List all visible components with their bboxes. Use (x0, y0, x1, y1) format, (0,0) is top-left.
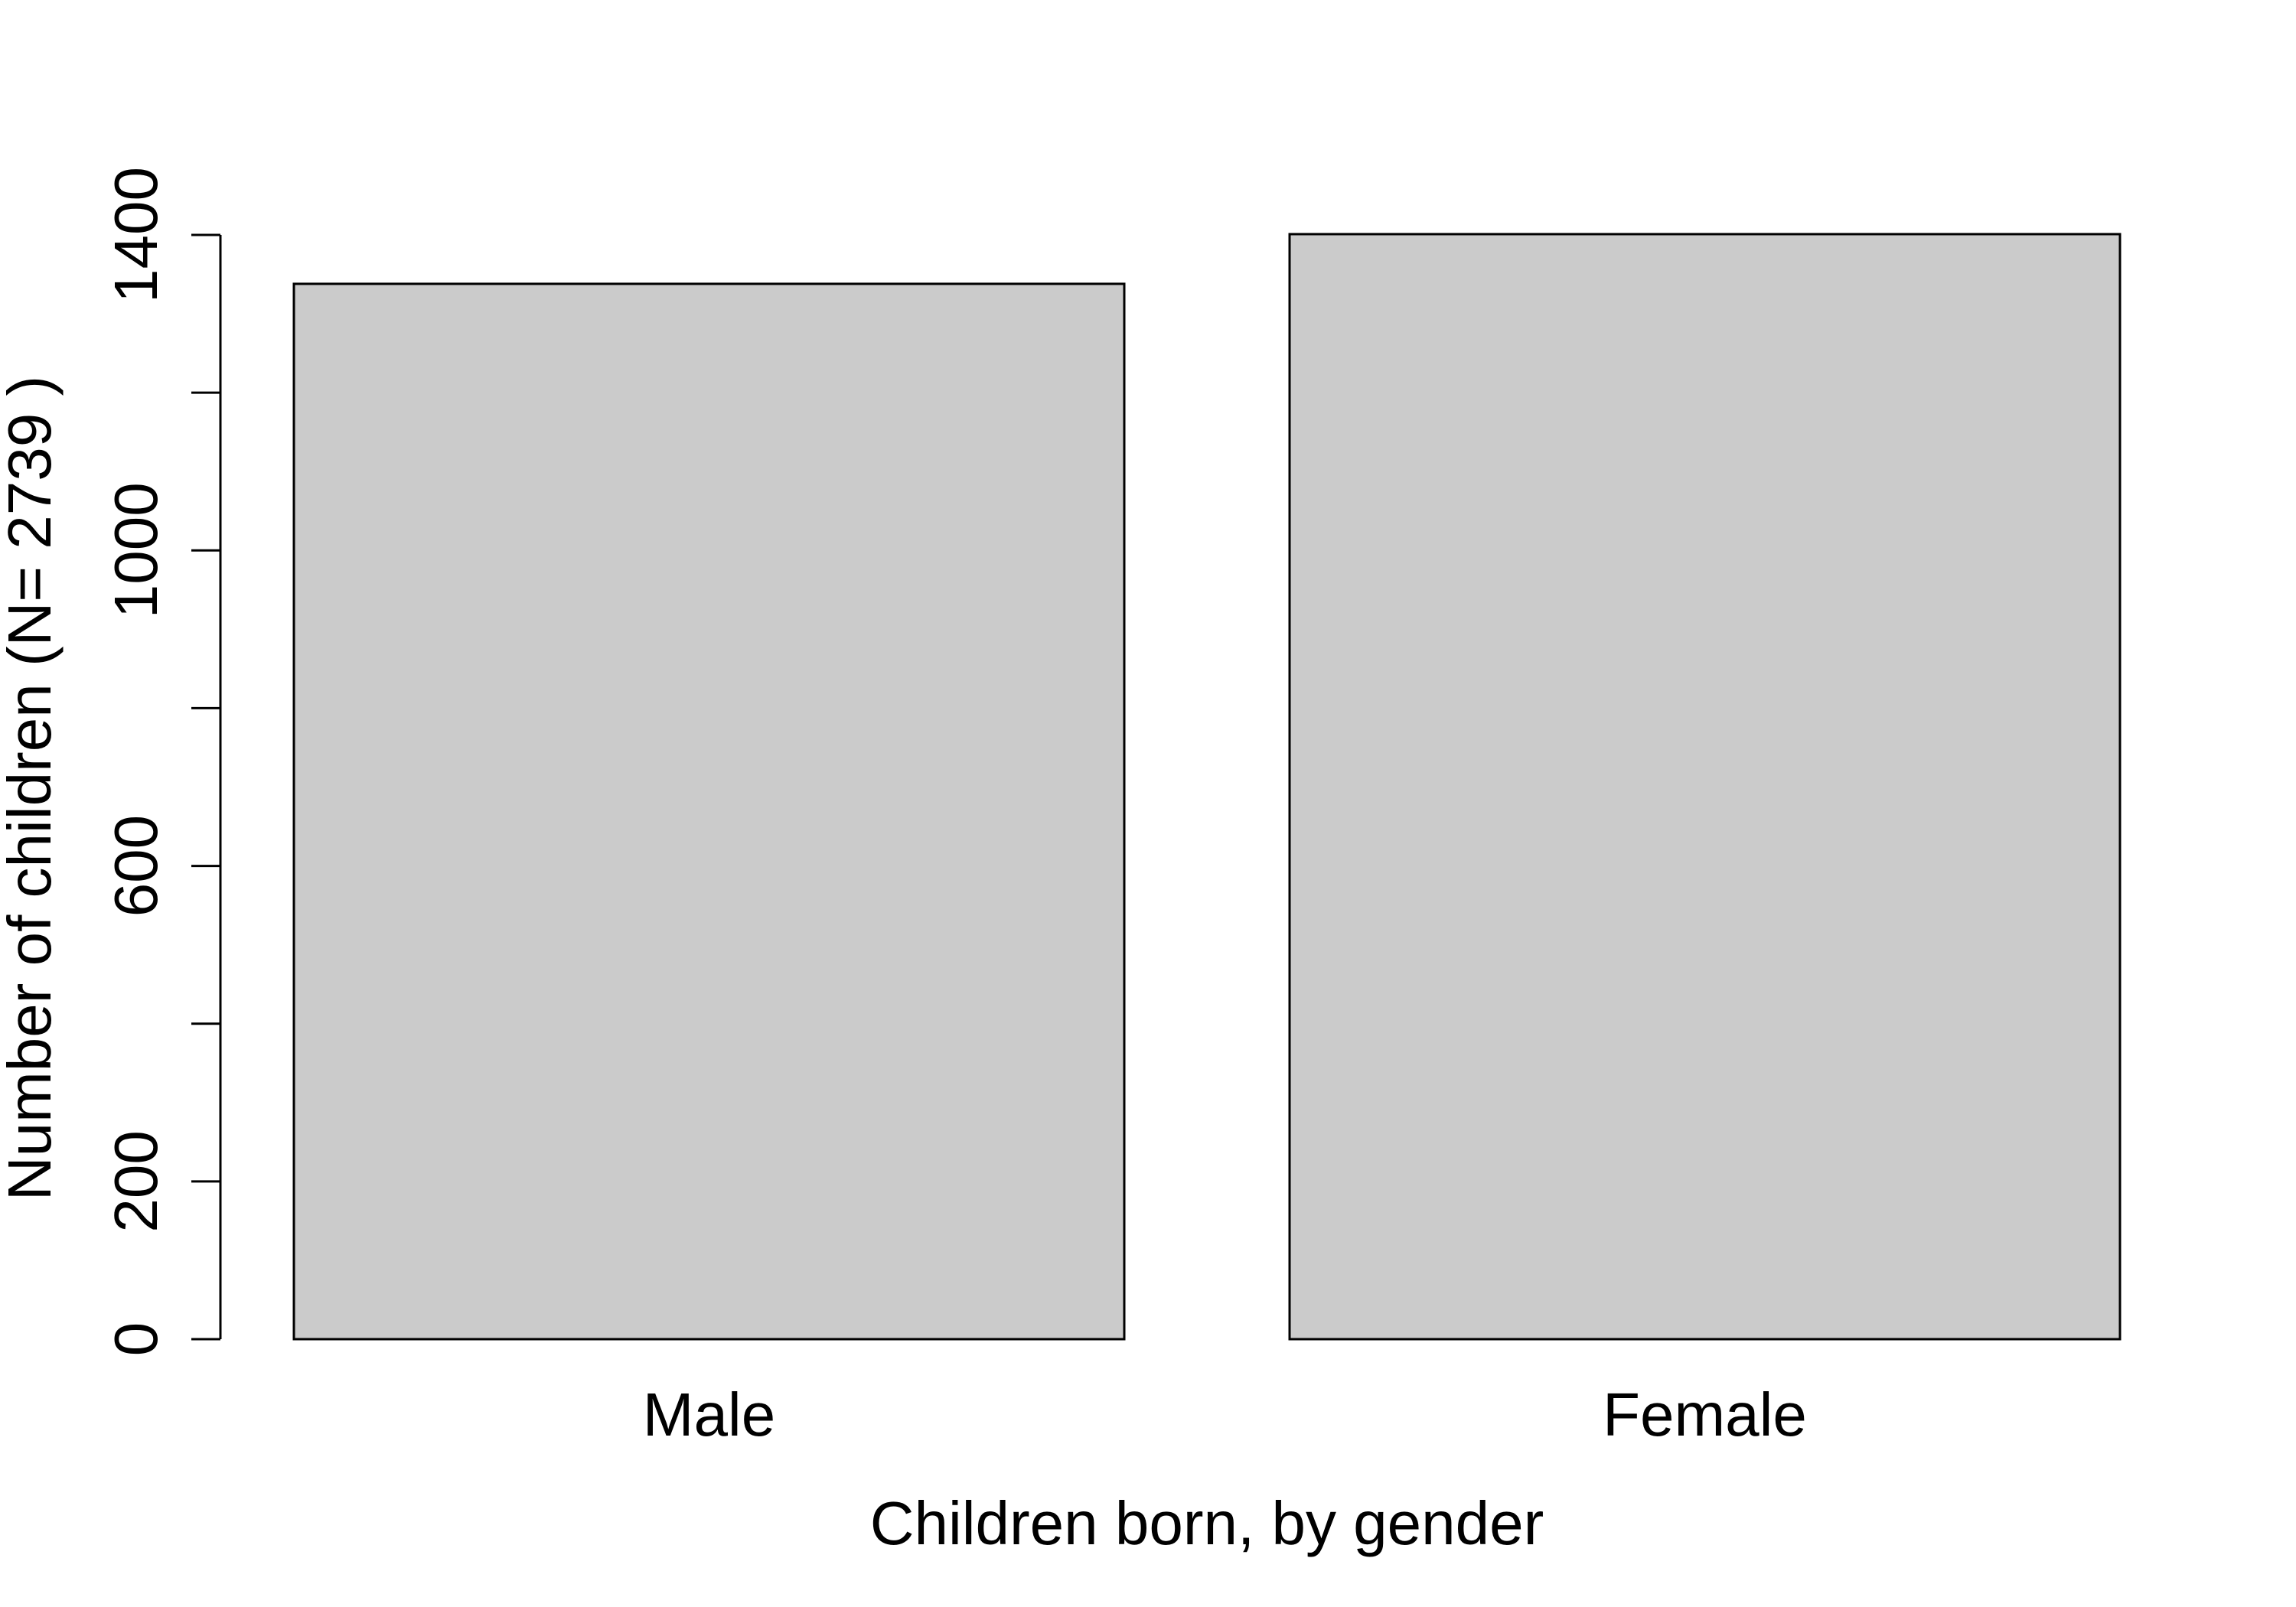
y-tick-label: 200 (102, 1130, 170, 1232)
y-axis: 0 200 600 1000 1400 (102, 167, 222, 1357)
y-tick-label: 0 (102, 1322, 170, 1357)
x-tick-label: Male (643, 1380, 775, 1449)
y-tick-label: 1000 (102, 482, 170, 618)
y-axis-title: Number of children (N= 2739 ) (0, 376, 64, 1201)
bar-male (292, 282, 1126, 1341)
x-axis-title: Children born, by gender (870, 1489, 1544, 1557)
y-tick-label: 600 (102, 815, 170, 917)
y-tick-label: 1400 (102, 167, 170, 303)
x-axis-labels: Male Female (643, 1380, 1807, 1449)
bars (292, 233, 2122, 1341)
bar-female (1288, 233, 2122, 1341)
x-tick-label: Female (1603, 1380, 1807, 1449)
